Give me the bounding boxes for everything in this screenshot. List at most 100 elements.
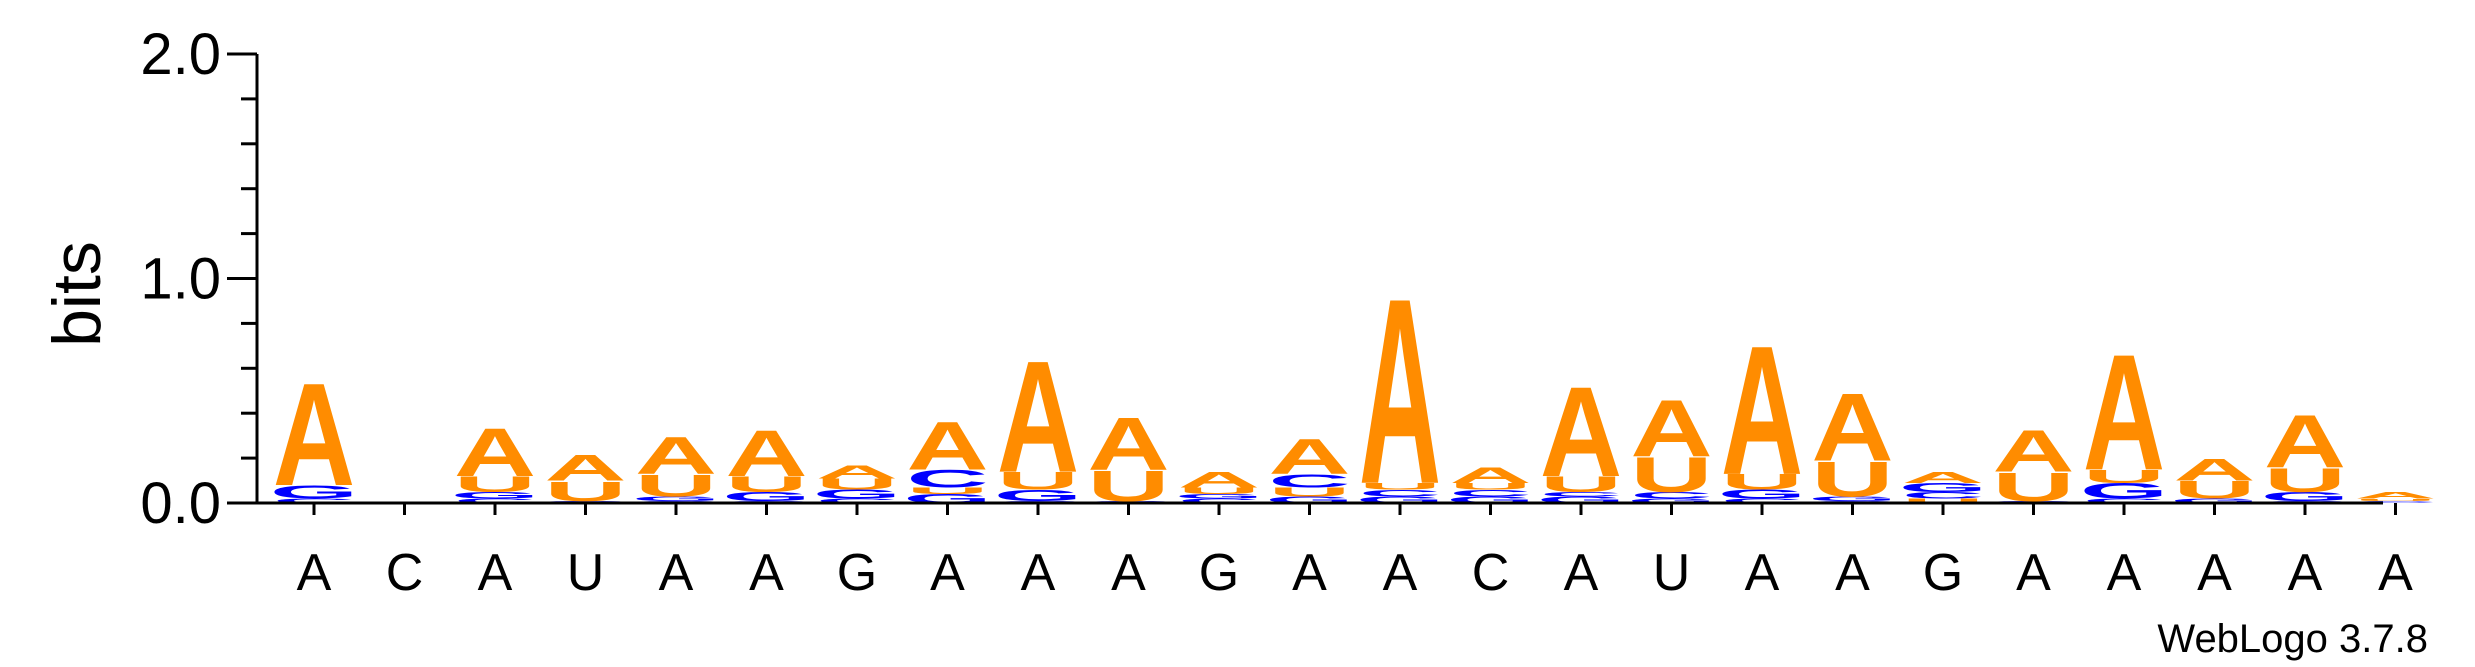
position-label: G	[1923, 544, 1963, 602]
letter-A: A	[2083, 321, 2165, 505]
letter-C: C	[1449, 488, 1531, 498]
letter-A: A	[1449, 463, 1531, 487]
stack-1: CGA	[270, 352, 359, 516]
letter-G: G	[2261, 490, 2350, 504]
letter-G: G	[1808, 495, 1897, 502]
position-label: A	[930, 544, 965, 602]
letter-U: U	[2264, 461, 2346, 499]
position-label: C	[386, 544, 424, 602]
letter-A: A	[1268, 428, 1350, 484]
letter-C: C	[906, 465, 988, 493]
letter-G: G	[1265, 495, 1354, 505]
y-axis-label: bits	[39, 241, 115, 347]
letter-C: C	[1902, 490, 1984, 500]
position-label: A	[749, 544, 784, 602]
letter-C: C	[454, 497, 536, 504]
letter-A: A	[2264, 400, 2346, 483]
position-label: A	[1021, 544, 1056, 602]
position-label: A	[478, 544, 513, 602]
letter-G: G	[722, 490, 811, 504]
letter-A: A	[273, 352, 355, 516]
y-axis: 0.0 1.0 2.0	[140, 22, 259, 536]
letter-G: G	[632, 495, 721, 502]
letter-U: U	[1449, 481, 1531, 491]
letter-C: C	[2354, 500, 2436, 503]
letter-U: U	[1902, 497, 1984, 504]
letter-U: U	[635, 468, 717, 503]
letter-U: U	[816, 476, 898, 493]
letter-U: U	[1178, 486, 1260, 496]
position-label: A	[2107, 544, 2142, 602]
position-label: A	[2378, 544, 2413, 602]
position-label: G	[837, 544, 877, 602]
letter-A: A	[2173, 452, 2255, 487]
position-label: A	[2016, 544, 2051, 602]
letter-A: A	[906, 407, 988, 484]
letter-U: U	[725, 472, 807, 496]
letter-G: G	[1537, 495, 1626, 505]
position-label: A	[1564, 544, 1599, 602]
letter-G: G	[270, 482, 359, 503]
letter-G: G	[994, 487, 1083, 504]
position-label: U	[1653, 544, 1691, 602]
position-label: G	[1199, 544, 1239, 602]
letter-U: U	[1540, 472, 1622, 496]
letter-U: U	[1630, 446, 1712, 502]
letter-C: C	[2083, 497, 2165, 504]
letter-C: C	[1268, 471, 1350, 492]
y-tick-label: 2.0	[140, 22, 221, 87]
position-label: A	[297, 544, 332, 602]
letter-C: C	[273, 497, 355, 504]
letter-A: A	[1087, 403, 1169, 486]
letter-A: A	[2354, 490, 2436, 500]
position-label: U	[567, 544, 605, 602]
position-label: A	[1111, 544, 1146, 602]
letter-A: A	[1902, 469, 1984, 486]
letter-U: U	[1721, 470, 1803, 494]
letter-U: U	[906, 486, 988, 496]
letter-G: G	[2170, 497, 2259, 504]
weblogo-credit: WebLogo 3.7.8	[2157, 617, 2428, 661]
letter-G: G	[1446, 495, 1535, 505]
letter-A: A	[1992, 419, 2074, 485]
letter-U: U	[2354, 498, 2436, 501]
stack-4: GUA	[541, 447, 630, 507]
letter-A: A	[1630, 383, 1712, 473]
stack-24: CUA	[2354, 490, 2436, 504]
position-label: A	[1292, 544, 1327, 602]
letter-G: G	[813, 487, 902, 501]
letter-G: G	[1627, 497, 1716, 504]
letter-U: U	[1359, 481, 1441, 491]
letter-G: G	[1899, 481, 1988, 495]
letter-U: U	[2173, 476, 2255, 504]
letter-U: U	[1268, 485, 1350, 499]
position-label: A	[1383, 544, 1418, 602]
letter-A: A	[544, 447, 626, 489]
letter-A: A	[1540, 360, 1622, 504]
letter-A: A	[1811, 373, 1893, 481]
position-label: A	[2288, 544, 2323, 602]
stack-20: GUA	[1989, 419, 2078, 510]
stack-22: GUA	[2170, 452, 2259, 504]
letter-G: G	[1175, 493, 1264, 500]
letter-C: C	[1540, 491, 1622, 498]
letter-G: G	[2080, 479, 2169, 503]
y-tick-label: 0.0	[140, 471, 221, 536]
letter-C: C	[1359, 488, 1441, 498]
stack-10: CUA	[1087, 403, 1169, 511]
